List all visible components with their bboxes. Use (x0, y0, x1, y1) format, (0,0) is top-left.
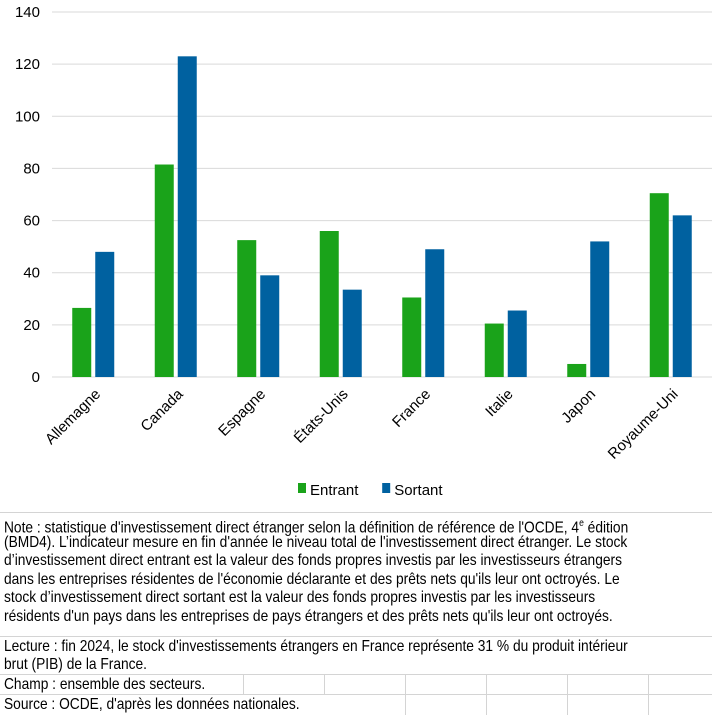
bar-entrant (567, 363, 587, 377)
bar-chart: 0 20 40 60 80 100 120 140 Allemagne Canada Espagne… (15, 4, 712, 499)
x-tick-label: Espagne (215, 386, 269, 440)
x-tick-label: États-Unis (291, 386, 352, 447)
x-tick-label: Allemagne (42, 386, 104, 448)
y-tick-label: 0 (32, 369, 40, 386)
legend-label: Sortant (394, 482, 443, 499)
lecture-block: Lecture : fin 2024, le stock d'investiss… (0, 636, 712, 675)
legend-swatch (382, 483, 391, 493)
y-tick-label: 100 (15, 108, 40, 125)
bar-entrant (154, 164, 174, 377)
x-tick-label: Italie (482, 386, 516, 420)
note-line: dans les entreprises résidentes de l'éco… (4, 570, 620, 588)
bar-entrant (402, 297, 422, 377)
bar-sortant (95, 251, 115, 377)
bar-sortant (260, 275, 280, 377)
bar-sortant (507, 310, 527, 377)
note-block: Note : statistique d'investissement dire… (0, 512, 712, 637)
y-tick-label: 140 (15, 4, 40, 21)
bar-sortant (177, 56, 197, 377)
y-tick-label: 80 (23, 160, 40, 177)
x-tick-label: Japon (558, 386, 599, 427)
x-tick-label: Royaume-Uni (605, 386, 682, 463)
bar-entrant (72, 307, 92, 377)
y-tick-label: 60 (23, 213, 40, 230)
lecture-line: Lecture : fin 2024, le stock d'investiss… (4, 638, 628, 655)
note-line: d’investissement direct entrant est la v… (4, 552, 622, 569)
bar-entrant (484, 323, 504, 377)
champ-text: Champ : ensemble des secteurs. (4, 676, 207, 695)
bar-sortant (342, 289, 362, 377)
y-tick-label: 40 (23, 265, 40, 282)
note-line: (BMD4). L’indicateur mesure en fin d'ann… (4, 533, 628, 551)
x-tick-label: France (389, 386, 434, 431)
y-tick-label: 20 (23, 317, 40, 334)
bar-sortant (425, 249, 445, 377)
legend-label: Entrant (310, 482, 359, 499)
bar-entrant (319, 231, 339, 377)
champ-block: Champ : ensemble des secteurs. (0, 674, 712, 695)
bar-sortant (590, 241, 610, 377)
note-line: Note : statistique d'investissement dire… (4, 518, 629, 537)
lecture-line: brut (PIB) de la France. (4, 656, 148, 673)
y-tick-label: 120 (15, 56, 40, 73)
source-block: Source : OCDE, d'après les données natio… (0, 694, 712, 715)
legend-swatch (298, 483, 306, 493)
bar-entrant (237, 240, 257, 377)
bar-entrant (649, 193, 669, 377)
source-text: Source : OCDE, d'après les données natio… (4, 696, 300, 715)
note-line: résidents d'un pays dans les entreprises… (4, 607, 613, 625)
bar-sortant (672, 215, 692, 377)
note-line: stock d’investissement direct sortant es… (4, 589, 596, 606)
x-tick-label: Canada (137, 385, 187, 435)
